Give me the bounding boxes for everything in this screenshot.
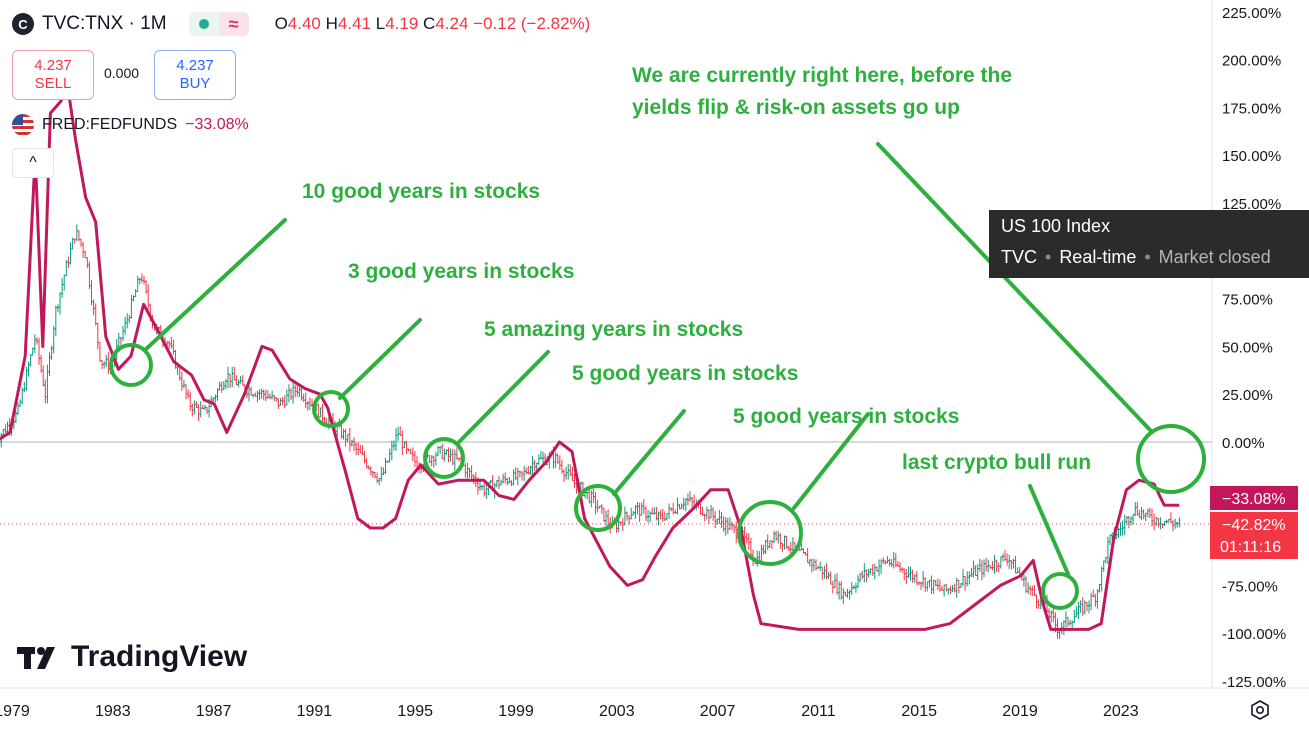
x-tick-label: 1995 — [397, 703, 433, 720]
y-tick-label: 200.00% — [1222, 53, 1281, 70]
collapse-legend-button[interactable]: ^ — [12, 148, 54, 178]
annotation-arrow — [143, 218, 287, 352]
annotation-5-good-years-a: 5 good years in stocks — [572, 362, 799, 385]
low-label: L — [375, 14, 386, 33]
open-value: 4.40 — [287, 14, 321, 33]
y-tick-label: 225.00% — [1222, 5, 1281, 22]
close-value: 4.24 — [435, 14, 469, 33]
sell-price: 4.237 — [34, 57, 72, 74]
annotation-current-line1: We are currently right here, before the — [632, 64, 1013, 87]
spread-value: 0.000 — [104, 65, 140, 81]
annotation-arrow — [876, 142, 1154, 434]
delayed-data-icon: ≈ — [218, 12, 249, 36]
y-tick-label: 0.00% — [1222, 435, 1265, 452]
annotation-arrow — [456, 350, 550, 445]
overlay-legend[interactable]: FRED:FEDFUNDS −33.08% — [12, 114, 249, 136]
buy-price: 4.237 — [176, 57, 214, 74]
bar-countdown: 01:11:16 — [1220, 539, 1281, 556]
x-tick-label: 1983 — [95, 703, 131, 720]
sell-label: SELL — [34, 75, 72, 92]
us-flag-icon — [12, 114, 34, 136]
market-status-pill[interactable]: ≈ — [188, 12, 249, 36]
sell-button[interactable]: 4.237 SELL — [12, 50, 94, 100]
close-label: C — [423, 14, 436, 33]
tradingview-wordmark: TradingView — [71, 640, 248, 673]
symbol-tooltip: US 100 Index TVC • Real-time • Market closed — [989, 210, 1309, 278]
symbol-header: C TVC:TNX · 1M ≈ O4.40 H4.41 L4.19 C4.24… — [12, 10, 590, 38]
x-tick-label: 1979 — [0, 703, 30, 720]
symbol-title[interactable]: TVC:TNX · 1M — [42, 13, 167, 34]
annotation-circle — [423, 437, 465, 479]
annotation-5-good-years-b: 5 good years in stocks — [733, 405, 960, 428]
tooltip-status: Market closed — [1158, 247, 1271, 267]
tnx-last-badge — [1210, 512, 1298, 559]
x-tick-label: 1999 — [498, 703, 534, 720]
y-tick-label: 25.00% — [1222, 387, 1273, 404]
annotation-arrow — [612, 409, 686, 496]
annotation-circle — [574, 484, 622, 532]
y-tick-label: 125.00% — [1222, 196, 1281, 213]
overlay-change: −33.08% — [185, 116, 249, 133]
y-tick-label: 175.00% — [1222, 100, 1281, 117]
annotation-arrow — [338, 318, 422, 400]
annotation-arrow — [792, 412, 870, 510]
y-tick-label: -100.00% — [1222, 626, 1286, 643]
annotation-current-line2: yields flip & risk-on assets go up — [632, 96, 960, 119]
y-tick-label: 75.00% — [1222, 292, 1273, 309]
settings-gear-icon[interactable] — [1249, 699, 1271, 721]
annotation-arrow — [1028, 484, 1070, 576]
y-tick-label: -125.00% — [1222, 674, 1286, 691]
annotation-3-good-years: 3 good years in stocks — [348, 260, 575, 283]
open-label: O — [274, 14, 288, 33]
buy-button[interactable]: 4.237 BUY — [154, 50, 236, 100]
change-value: −0.12 (−2.82%) — [473, 14, 591, 33]
fedfunds-last-badge — [1210, 486, 1298, 510]
ohlc-values: O4.40 H4.41 L4.19 C4.24 −0.12 (−2.82%) — [275, 14, 591, 34]
x-tick-label: 1987 — [196, 703, 232, 720]
annotation-5-amazing-years: 5 amazing years in stocks — [484, 318, 744, 341]
annotation-circle — [737, 500, 803, 566]
tnx-last-value: −42.82% — [1222, 517, 1286, 534]
annotation-circle — [109, 343, 153, 387]
x-tick-label: 2003 — [599, 703, 635, 720]
overlay-symbol: FRED:FEDFUNDS — [42, 116, 178, 133]
low-value: 4.19 — [385, 14, 419, 33]
x-tick-label: 2019 — [1002, 703, 1038, 720]
fedfunds-last-value: −33.08% — [1222, 491, 1286, 508]
x-tick-label: 2015 — [901, 703, 937, 720]
annotation-circle — [1136, 424, 1206, 494]
annotation-crypto-bull-run: last crypto bull run — [902, 451, 1092, 474]
high-value: 4.41 — [337, 14, 371, 33]
buy-label: BUY — [179, 75, 211, 92]
tradingview-logo: TradingView — [17, 640, 247, 674]
annotation-circle — [312, 390, 350, 428]
y-tick-label: 50.00% — [1222, 339, 1273, 356]
annotation-10-good-years: 10 good years in stocks — [302, 180, 541, 203]
x-tick-label: 2007 — [700, 703, 736, 720]
tooltip-exchange: TVC — [1001, 247, 1037, 267]
tooltip-mode: Real-time — [1059, 247, 1137, 267]
market-open-dot-icon — [188, 12, 219, 36]
high-label: H — [325, 14, 338, 33]
symbol-logo-icon: C — [12, 13, 34, 35]
x-tick-label: 1991 — [297, 703, 333, 720]
x-tick-label: 2011 — [801, 703, 836, 720]
tradingview-mark-icon — [17, 647, 55, 669]
y-tick-label: -75.00% — [1222, 578, 1278, 595]
x-tick-label: 2023 — [1103, 703, 1139, 720]
fedfunds-line — [0, 86, 1180, 631]
y-tick-label: 150.00% — [1222, 148, 1281, 165]
annotation-circle — [1041, 572, 1079, 610]
tooltip-name: US 100 Index — [1001, 216, 1111, 236]
